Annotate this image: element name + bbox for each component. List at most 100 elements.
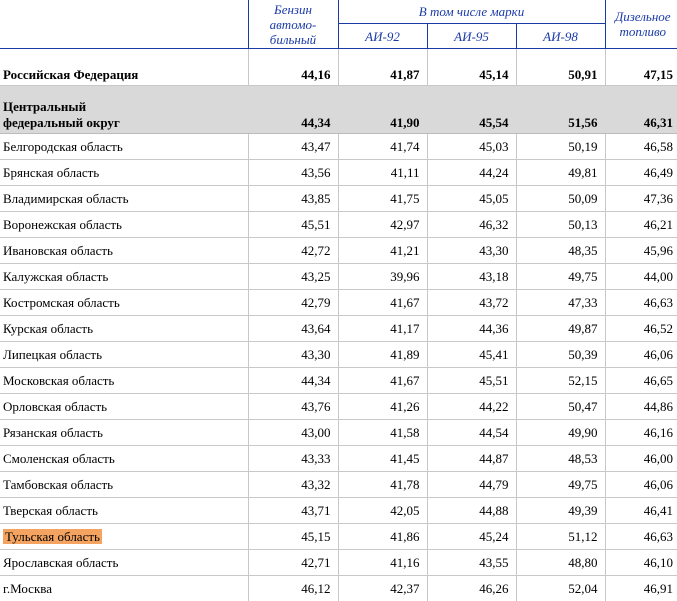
table-row: Орловская область 43,76 41,26 44,22 50,47 44,… [0, 393, 677, 420]
ai92-price-cell: 41,90 [337, 85, 427, 134]
region-name: Ивановская область [3, 242, 113, 258]
diesel-price-cell: 47,15 [604, 48, 677, 86]
diesel-price-cell: 47,36 [604, 185, 677, 212]
region-name: г.Москва [3, 580, 52, 596]
ai92-column-header: АИ-92 [337, 23, 427, 49]
region-name: Белгородская область [3, 138, 123, 154]
gasoline-column-header: Бензин автомо- бильный [247, 0, 338, 49]
ai98-price-cell: 49,81 [515, 159, 605, 186]
region-name-cell: Тамбовская область [0, 471, 248, 498]
ai92-price-cell: 41,45 [337, 445, 427, 472]
ai95-column-header: АИ-95 [426, 23, 516, 49]
region-name-cell: Липецкая область [0, 341, 248, 368]
gasoline-price-cell: 44,16 [247, 48, 338, 86]
region-name-cell: Владимирская область [0, 185, 248, 212]
diesel-price-cell: 46,63 [604, 289, 677, 316]
ai92-price-cell: 41,78 [337, 471, 427, 498]
region-name: Смоленская область [3, 450, 115, 466]
gasoline-price-cell: 43,64 [247, 315, 338, 342]
ai98-price-cell: 50,19 [515, 133, 605, 160]
diesel-price-cell: 46,10 [604, 549, 677, 576]
table-body: Российская Федерация 44,16 41,87 45,14 50,91… [0, 48, 677, 601]
region-name: Воронежская область [3, 216, 122, 232]
brands-group-header: В том числе марки [337, 0, 605, 24]
gasoline-price-cell: 42,72 [247, 237, 338, 264]
region-name: Тамбовская область [3, 476, 114, 492]
ai92-price-cell: 42,37 [337, 575, 427, 601]
gasoline-price-cell: 45,15 [247, 523, 338, 550]
diesel-price-cell: 44,00 [604, 263, 677, 290]
ai92-price-cell: 41,89 [337, 341, 427, 368]
region-name: Московская область [3, 372, 115, 388]
region-name: Брянская область [3, 164, 100, 180]
ai95-price-cell: 45,03 [426, 133, 516, 160]
diesel-column-header: Дизельное топливо [604, 0, 677, 49]
region-name: Калужская область [3, 268, 109, 284]
ai95-price-cell: 45,14 [426, 48, 516, 86]
ai95-price-cell: 44,88 [426, 497, 516, 524]
ai92-price-cell: 41,17 [337, 315, 427, 342]
central-district-row: Центральный федеральный округ 44,34 41,90 4… [0, 85, 677, 134]
region-name-cell: Рязанская область [0, 419, 248, 446]
gasoline-price-cell: 43,33 [247, 445, 338, 472]
region-name-cell: Ярославская область [0, 549, 248, 576]
region-name-cell: Смоленская область [0, 445, 248, 472]
ai92-price-cell: 41,75 [337, 185, 427, 212]
gasoline-price-cell: 43,25 [247, 263, 338, 290]
ai98-column-header: АИ-98 [515, 23, 605, 49]
ai95-price-cell: 45,51 [426, 367, 516, 394]
diesel-price-cell: 46,00 [604, 445, 677, 472]
table-row: Владимирская область 43,85 41,75 45,05 50,09… [0, 185, 677, 212]
ai92-price-cell: 41,87 [337, 48, 427, 86]
ai95-price-cell: 44,79 [426, 471, 516, 498]
region-name: Липецкая область [3, 346, 103, 362]
diesel-price-cell: 45,96 [604, 237, 677, 264]
region-name-cell: Орловская область [0, 393, 248, 420]
diesel-price-cell: 46,65 [604, 367, 677, 394]
table-row: г.Москва 46,12 42,37 46,26 52,04 46,91 [0, 575, 677, 601]
region-name: Тверская область [3, 502, 98, 518]
ai95-price-cell: 44,36 [426, 315, 516, 342]
table-row: Московская область 44,34 41,67 45,51 52,15 46… [0, 367, 677, 394]
table-row: Курская область 43,64 41,17 44,36 49,87 46,52 [0, 315, 677, 342]
table-header-row: Бензин автомо- бильный В том числе марки… [0, 0, 677, 49]
region-name-cell: Воронежская область [0, 211, 248, 238]
gasoline-price-cell: 43,32 [247, 471, 338, 498]
ai92-price-cell: 41,67 [337, 289, 427, 316]
table-row: Воронежская область 45,51 42,97 46,32 50,13 4… [0, 211, 677, 238]
diesel-price-cell: 46,06 [604, 471, 677, 498]
table-row: Калужская область 43,25 39,96 43,18 49,75 44,… [0, 263, 677, 290]
ai98-price-cell: 48,53 [515, 445, 605, 472]
region-name-cell: г.Москва [0, 575, 248, 601]
diesel-price-cell: 46,52 [604, 315, 677, 342]
table-row: Ивановская область 42,72 41,21 43,30 48,35 45… [0, 237, 677, 264]
table-row: Ярославская область 42,71 41,16 43,55 48,80 4… [0, 549, 677, 576]
ai95-price-cell: 44,24 [426, 159, 516, 186]
region-name-cell: Белгородская область [0, 133, 248, 160]
region-name-cell: Центральный федеральный округ [0, 85, 248, 134]
ai92-price-cell: 41,16 [337, 549, 427, 576]
diesel-price-cell: 46,16 [604, 419, 677, 446]
region-name-cell: Ивановская область [0, 237, 248, 264]
table-row: Липецкая область 43,30 41,89 45,41 50,39 46,0… [0, 341, 677, 368]
table-subheader-row: АИ-92 АИ-95 АИ-98 [0, 23, 677, 49]
region-column-header [0, 0, 248, 49]
region-name: Костромская область [3, 294, 120, 310]
ai98-price-cell: 47,33 [515, 289, 605, 316]
table-row: Тверская область 43,71 42,05 44,88 49,39 46,4… [0, 497, 677, 524]
ai92-price-cell: 41,58 [337, 419, 427, 446]
gasoline-price-cell: 44,34 [247, 85, 338, 134]
ai98-price-cell: 50,39 [515, 341, 605, 368]
ai98-price-cell: 49,75 [515, 263, 605, 290]
region-name-cell: Московская область [0, 367, 248, 394]
diesel-price-cell: 46,58 [604, 133, 677, 160]
table-row: Смоленская область 43,33 41,45 44,87 48,53 46… [0, 445, 677, 472]
gasoline-price-cell: 43,47 [247, 133, 338, 160]
ai98-price-cell: 51,56 [515, 85, 605, 134]
ai95-price-cell: 45,24 [426, 523, 516, 550]
ai92-price-cell: 41,67 [337, 367, 427, 394]
diesel-price-cell: 46,63 [604, 523, 677, 550]
ai98-price-cell: 49,39 [515, 497, 605, 524]
